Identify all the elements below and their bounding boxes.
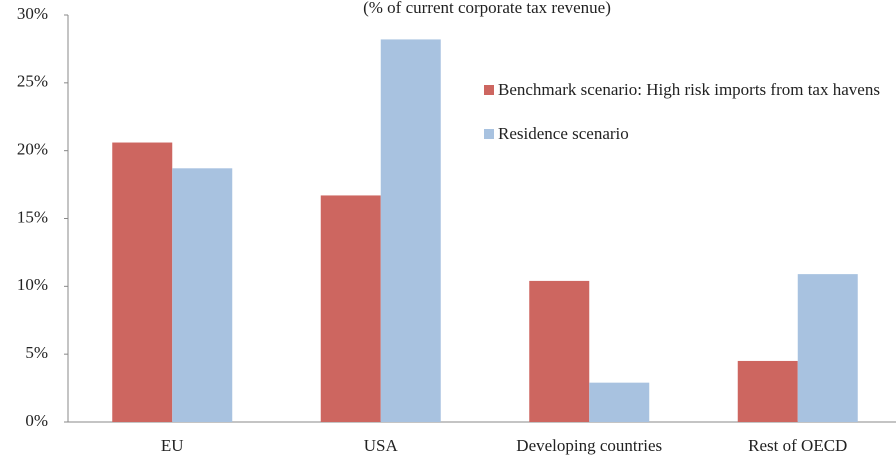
chart-subtitle: (% of current corporate tax revenue) — [363, 0, 611, 17]
legend: Benchmark scenario: High risk imports fr… — [484, 78, 894, 166]
x-tick-label: Rest of OECD — [748, 436, 847, 455]
y-tick-label: 30% — [17, 4, 48, 23]
bar — [797, 274, 858, 422]
bar — [737, 360, 798, 422]
bar — [380, 39, 441, 423]
y-tick-label: 25% — [17, 72, 48, 91]
x-tick-label: EU — [161, 436, 184, 455]
bar — [529, 280, 590, 422]
bar — [172, 168, 233, 422]
y-tick-label: 0% — [25, 411, 48, 430]
legend-swatch — [484, 85, 494, 95]
bar — [112, 142, 173, 422]
y-tick-label: 5% — [25, 343, 48, 362]
bar — [320, 195, 381, 422]
legend-label: Residence scenario — [498, 124, 629, 143]
x-tick-label: Developing countries — [516, 436, 662, 455]
y-tick-label: 10% — [17, 275, 48, 294]
legend-label: Benchmark scenario: High risk imports fr… — [498, 80, 880, 99]
x-tick-label: USA — [364, 436, 399, 455]
bar — [589, 382, 650, 422]
legend-swatch — [484, 129, 494, 139]
y-tick-label: 20% — [17, 140, 48, 159]
legend-item: Benchmark scenario: High risk imports fr… — [484, 78, 894, 102]
legend-item: Residence scenario — [484, 122, 894, 146]
y-tick-label: 15% — [17, 207, 48, 226]
